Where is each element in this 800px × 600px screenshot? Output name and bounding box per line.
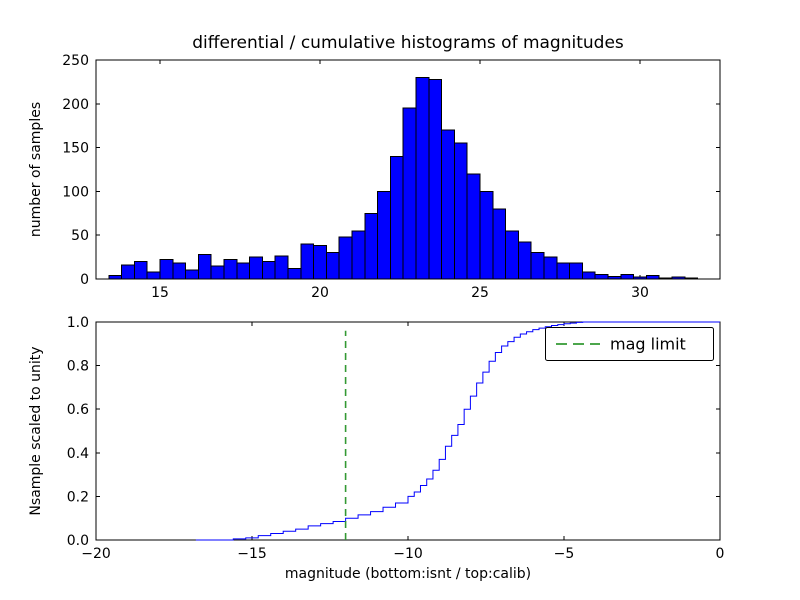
- histogram-bar: [172, 262, 187, 280]
- histogram-bar: [223, 259, 238, 280]
- y-tick-label: 0.6: [67, 402, 89, 418]
- x-tick-label: 25: [471, 285, 489, 301]
- histogram-bar: [530, 252, 545, 280]
- hist-y-axis-label: number of samples: [28, 102, 44, 237]
- x-tick-label: −5: [554, 546, 575, 562]
- y-tick-label: 0: [80, 272, 89, 288]
- histogram-bar: [607, 275, 622, 280]
- histogram-bar: [249, 256, 263, 280]
- x-tick-label: 20: [311, 285, 329, 301]
- histogram-bar: [108, 274, 123, 280]
- histogram-bar: [133, 260, 148, 280]
- x-axis-label: magnitude (bottom:isnt / top:calib): [285, 566, 531, 582]
- histogram-bar: [479, 190, 494, 280]
- histogram-bar: [633, 276, 647, 280]
- histogram-bar: [325, 252, 340, 280]
- histogram-bar: [466, 173, 481, 280]
- differential-histogram-subplot: 15 20 25 30 0 50 100 150 200 250: [62, 53, 721, 301]
- y-tick-label: 250: [62, 53, 89, 69]
- histogram-bar: [351, 230, 366, 280]
- x-tick-label: −15: [237, 546, 267, 562]
- y-tick-label: 0.8: [67, 359, 89, 375]
- histogram-bar: [543, 256, 558, 280]
- y-tick-label: 150: [62, 141, 89, 157]
- histogram-bar: [274, 255, 289, 280]
- histogram-bar: [159, 259, 174, 280]
- histogram-bar: [581, 271, 596, 280]
- histogram-bar: [377, 190, 391, 280]
- cumulative-step-line: [195, 321, 720, 541]
- y-tick-label: 50: [71, 228, 89, 244]
- cumulative-histogram-subplot: −20 −15 −10 −5 0 0.0 0.2 0.4 0.6 0.8 1.0: [67, 315, 725, 562]
- histogram-bar: [197, 253, 212, 280]
- x-tick-label: −20: [81, 546, 111, 562]
- histogram-bar: [364, 212, 379, 280]
- histogram-bar: [210, 265, 225, 280]
- x-tick-label: 0: [716, 546, 725, 562]
- histogram-bar: [300, 243, 315, 280]
- y-tick-label: 0.0: [67, 533, 89, 549]
- histogram-bar: [402, 107, 417, 280]
- histogram-bar: [684, 277, 699, 280]
- y-tick-label: 200: [62, 97, 89, 113]
- histogram-bar: [492, 208, 507, 280]
- histogram-bar: [287, 267, 302, 280]
- histogram-bar: [389, 155, 404, 280]
- histogram-bar: [146, 271, 161, 280]
- histogram-bar: [441, 129, 455, 280]
- x-tick-label: −10: [393, 546, 423, 562]
- histogram-bar: [415, 77, 430, 280]
- x-tick-label: 15: [151, 285, 169, 301]
- legend: mag limit: [545, 327, 714, 361]
- y-tick-label: 0.2: [67, 489, 89, 505]
- x-tick-label: 30: [631, 285, 649, 301]
- histogram-bar: [453, 142, 468, 280]
- histogram-bar: [658, 277, 673, 280]
- histogram-bar: [121, 264, 135, 280]
- histogram-bar: [645, 274, 660, 280]
- histogram-bar: [556, 262, 571, 280]
- histogram-bar: [338, 236, 353, 280]
- histogram-bar: [569, 262, 583, 280]
- histogram-bar: [620, 274, 635, 280]
- legend-box: [545, 327, 714, 361]
- cdf-y-axis-label: Nsample scaled to unity: [28, 346, 44, 515]
- legend-label: mag limit: [610, 335, 686, 354]
- histogram-bar: [185, 269, 199, 280]
- histogram-bar: [428, 78, 443, 280]
- histogram-bar: [594, 274, 609, 280]
- histogram-bar: [261, 260, 276, 280]
- histogram-bar: [671, 276, 686, 280]
- y-tick-label: 1.0: [67, 315, 89, 331]
- histogram-bar: [236, 262, 251, 280]
- histogram-bar: [505, 230, 519, 280]
- histogram-bar: [313, 245, 327, 280]
- histogram-bar: [517, 241, 532, 280]
- y-tick-label: 100: [62, 184, 89, 200]
- y-tick-label: 0.4: [67, 446, 89, 462]
- chart-title: differential / cumulative histograms of …: [192, 33, 624, 53]
